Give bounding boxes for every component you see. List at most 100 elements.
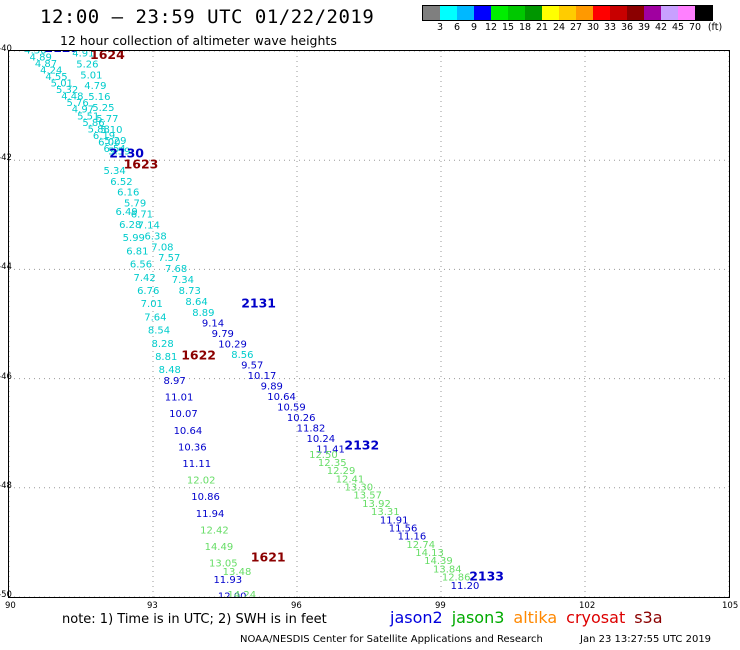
wave-height-value: 14.49: [205, 542, 234, 553]
wave-height-value: 5.59: [108, 147, 130, 158]
wave-height-value: 6.28: [119, 220, 141, 231]
wave-height-value: 11.11: [182, 459, 211, 470]
wave-height-value: 5.77: [96, 114, 118, 125]
wave-height-value: 5.32: [56, 85, 78, 96]
color-swatch: [576, 6, 593, 20]
wave-height-value: 11.01: [165, 393, 194, 404]
wave-height-value: 10.36: [178, 442, 207, 453]
wave-height-value: 8.64: [185, 297, 207, 308]
wave-height-value: 5.88: [88, 124, 110, 135]
wave-height-value: 7.42: [133, 273, 155, 284]
color-scale-label: 15: [501, 22, 515, 33]
track-time-label: 1622: [181, 347, 216, 362]
wave-height-value: 10.24: [306, 434, 335, 445]
wave-height-value: 8.73: [179, 286, 201, 297]
wave-height-value: 9.79: [212, 329, 234, 340]
color-scale-label: 12: [484, 22, 498, 33]
wave-height-value: 4.36: [24, 51, 46, 57]
wave-height-value: 6.49: [115, 207, 137, 218]
wave-height-value: 12.50: [309, 450, 338, 461]
wave-height-value: 11.91: [380, 515, 409, 526]
legend-entry-s3a: s3a: [634, 608, 663, 627]
wave-height-value: 12.29: [327, 466, 356, 477]
wave-height-value: 12.35: [318, 458, 347, 469]
wave-height-value: 5.34: [103, 166, 125, 177]
color-scale-label: 3: [436, 22, 444, 33]
color-swatch: [627, 6, 644, 20]
wave-height-value: 12.74: [406, 540, 435, 551]
satellite-legend: jason2 jason3 altika cryosat s3a: [390, 608, 672, 627]
wave-height-value: 6.00: [98, 137, 120, 148]
legend-entry-jason3: jason3: [451, 608, 505, 627]
wave-height-value: 7.01: [141, 299, 163, 310]
wave-height-value: 5.01: [80, 70, 102, 81]
color-scale-label: 21: [535, 22, 549, 33]
wave-height-value: 13.57: [353, 491, 382, 502]
wave-height-value: 11.93: [213, 575, 242, 586]
color-scale-label: 33: [603, 22, 617, 33]
wave-height-value: 10.07: [169, 409, 198, 420]
legend-entry-altika: altika: [513, 608, 558, 627]
wave-height-value: 9.89: [261, 382, 283, 393]
wave-height-value: 10.59: [277, 402, 306, 413]
wave-height-value: 13.48: [223, 567, 252, 578]
wave-height-value: 12.86: [442, 573, 471, 584]
color-scale-label: 6: [453, 22, 461, 33]
latitude-tick-label: -44: [0, 262, 12, 273]
wave-height-value: 10.26: [287, 413, 316, 424]
color-scale-label: 27: [569, 22, 583, 33]
wave-height-value: 11.82: [297, 423, 326, 434]
wave-height-map: 4.36 4.89 4.87 4.24 4.55 5.01 5.32 4.48 5.76 4.97…: [8, 50, 730, 598]
wave-height-value: 13.84: [433, 564, 462, 575]
wave-height-value: 11.41: [316, 444, 345, 455]
wave-height-value: 13.05: [209, 559, 238, 570]
latitude-tick-label: -46: [0, 371, 12, 382]
track-time-label: 1623: [124, 156, 159, 171]
color-swatch: [695, 6, 712, 20]
wave-height-value: 8.56: [231, 350, 253, 361]
wave-height-value: 4.87: [35, 59, 57, 70]
track-time-label: 1621: [251, 550, 286, 565]
wave-height-value: 6.19: [93, 131, 115, 142]
track-time-label: 2131: [241, 296, 276, 311]
wave-height-value: 4.79: [84, 81, 106, 92]
wave-height-value: 11.94: [196, 509, 225, 520]
color-scale-label: 30: [586, 22, 600, 33]
track-time-label: 2133: [469, 569, 504, 584]
latitude-tick-label: -48: [0, 480, 12, 491]
longitude-tick-label: 90: [5, 601, 16, 611]
color-scale-bar: [422, 5, 713, 21]
color-swatch: [474, 6, 491, 20]
wave-height-value: 7.57: [158, 253, 180, 264]
longitude-tick-label: 99: [435, 601, 446, 611]
wave-height-value: 6.16: [117, 188, 139, 199]
color-swatch: [440, 6, 457, 20]
wave-height-value: 12.00: [218, 592, 247, 597]
wave-height-value: 13.30: [344, 483, 373, 494]
wave-height-value: 5.79: [124, 199, 146, 210]
legend-entry-jason2: jason2: [390, 608, 443, 627]
color-swatch: [423, 6, 440, 20]
wave-height-value: 14.24: [227, 590, 256, 597]
wave-height-value: 9.57: [241, 361, 263, 372]
wave-height-value: 8.54: [148, 326, 170, 337]
wave-height-value: 10.86: [191, 492, 220, 503]
track-time-label: 2132: [344, 438, 379, 453]
color-swatch: [525, 6, 542, 20]
color-swatch: [542, 6, 559, 20]
generation-timestamp: Jan 23 13:27:55 UTC 2019: [580, 634, 712, 645]
wave-height-value: 6.38: [144, 231, 166, 242]
wave-height-value: 6.56: [130, 260, 152, 271]
color-scale-label: 24: [552, 22, 566, 33]
color-swatch: [644, 6, 661, 20]
wave-height-value: 5.01: [51, 78, 73, 89]
color-scale-label: 42: [654, 22, 668, 33]
units-note: note: 1) Time is in UTC; 2) SWH is in fe…: [62, 612, 327, 627]
color-scale-label: 36: [620, 22, 634, 33]
wave-height-value: 11.56: [389, 523, 418, 534]
wave-height-value: 6.52: [110, 177, 132, 188]
credit-text: NOAA/NESDIS Center for Satellite Applica…: [240, 634, 543, 645]
wave-height-value: 8.89: [192, 308, 214, 319]
wave-height-value: 12.41: [336, 474, 365, 485]
longitude-tick-label: 93: [147, 601, 158, 611]
